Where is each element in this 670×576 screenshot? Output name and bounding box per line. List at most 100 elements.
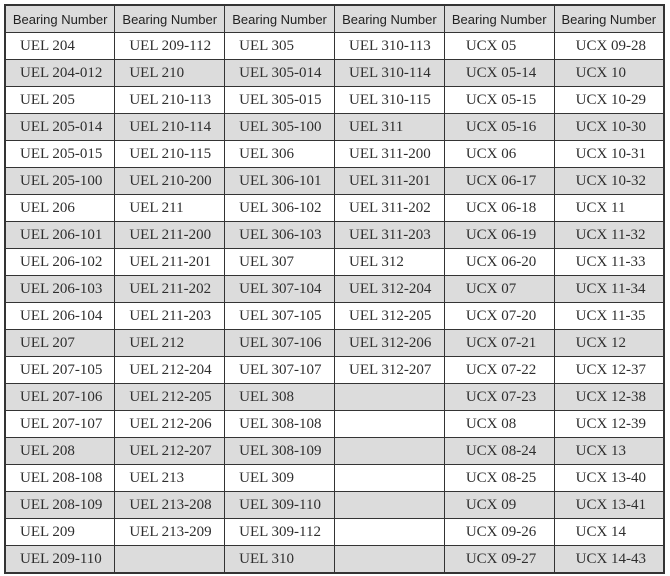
bearing-cell: UEL 306-101 xyxy=(224,167,335,195)
bearing-cell: UEL 209 xyxy=(4,518,116,546)
bearing-cell: UEL 311-202 xyxy=(333,194,445,222)
bearing-cell xyxy=(333,437,445,465)
bearing-cell: UCX 05-14 xyxy=(443,59,555,87)
bearing-cell: UEL 207-107 xyxy=(4,410,116,438)
table-row: UEL 205-014 UEL 210-114 UEL 305-100 UEL 311… xyxy=(4,113,665,141)
table-row: UEL 204-012 UEL 210 UEL 305-014 UEL 310-114… xyxy=(4,59,665,87)
bearing-cell: UCX 11-35 xyxy=(553,302,665,330)
table-row: UEL 208-109 UEL 213-208 UEL 309-110 UCX 09 U… xyxy=(4,491,665,519)
table-row: UEL 205-015 UEL 210-115 UEL 306 UEL 311-200… xyxy=(4,140,665,168)
bearing-cell: UCX 12-37 xyxy=(553,356,665,384)
bearing-cell: UCX 07 xyxy=(443,275,555,303)
bearing-cell: UCX 13-40 xyxy=(553,464,665,492)
bearing-cell xyxy=(333,491,445,519)
table-row: UEL 207-107 UEL 212-206 UEL 308-108 UCX 08 U… xyxy=(4,410,665,438)
bearing-cell: UCX 07-22 xyxy=(443,356,555,384)
bearing-cell: UCX 11-34 xyxy=(553,275,665,303)
bearing-cell: UEL 206 xyxy=(4,194,116,222)
table-row: UEL 206-102 UEL 211-201 UEL 307 UEL 312 UCX … xyxy=(4,248,665,276)
bearing-cell: UEL 307 xyxy=(224,248,335,276)
bearing-cell: UEL 208-109 xyxy=(4,491,116,519)
bearing-cell: UEL 311-203 xyxy=(333,221,445,249)
table-row: UEL 206-101 UEL 211-200 UEL 306-103 UEL 311… xyxy=(4,221,665,249)
bearing-cell: UEL 206-102 xyxy=(4,248,116,276)
bearing-cell: UCX 07-23 xyxy=(443,383,555,411)
bearing-cell: UCX 10-29 xyxy=(553,86,665,114)
bearing-cell: UEL 209-110 xyxy=(4,545,116,574)
bearing-cell: UEL 308 xyxy=(224,383,335,411)
table-row: UEL 207-106 UEL 212-205 UEL 308 UCX 07-23 UC… xyxy=(4,383,665,411)
bearing-cell: UEL 307-107 xyxy=(224,356,335,384)
bearing-cell: UCX 10-30 xyxy=(553,113,665,141)
bearing-cell: UEL 211-200 xyxy=(114,221,226,249)
table-row: UEL 208-108 UEL 213 UEL 309 UCX 08-25 UCX 13… xyxy=(4,464,665,492)
bearing-cell: UEL 308-108 xyxy=(224,410,335,438)
bearing-cell: UEL 212 xyxy=(114,329,226,357)
bearing-cell: UEL 306 xyxy=(224,140,335,168)
bearing-cell: UCX 11-32 xyxy=(553,221,665,249)
column-header-3: Bearing Number xyxy=(224,4,335,33)
bearing-cell: UEL 211-203 xyxy=(114,302,226,330)
bearing-cell: UEL 309-112 xyxy=(224,518,335,546)
column-header-5: Bearing Number xyxy=(443,4,555,33)
bearing-cell: UEL 205-100 xyxy=(4,167,116,195)
table-row: UEL 209-110 UEL 310 UCX 09-27 UCX 14-43 xyxy=(4,545,665,574)
table-row: UEL 205 UEL 210-113 UEL 305-015 UEL 310-115… xyxy=(4,86,665,114)
bearing-cell: UEL 211-201 xyxy=(114,248,226,276)
bearing-cell: UCX 13 xyxy=(553,437,665,465)
bearing-cell: UEL 305-100 xyxy=(224,113,335,141)
bearing-cell: UCX 10 xyxy=(553,59,665,87)
table-row: UEL 206 UEL 211 UEL 306-102 UEL 311-202 UCX … xyxy=(4,194,665,222)
bearing-cell: UEL 207 xyxy=(4,329,116,357)
bearing-cell: UCX 11 xyxy=(553,194,665,222)
bearing-cell: UEL 309 xyxy=(224,464,335,492)
bearing-cell: UCX 09 xyxy=(443,491,555,519)
bearing-cell: UCX 08 xyxy=(443,410,555,438)
bearing-cell: UEL 311-201 xyxy=(333,167,445,195)
table-body: UEL 204 UEL 209-112 UEL 305 UEL 310-113 UCX … xyxy=(4,32,665,574)
bearing-cell: UCX 10-31 xyxy=(553,140,665,168)
bearing-cell: UEL 305-014 xyxy=(224,59,335,87)
bearing-cell: UCX 12 xyxy=(553,329,665,357)
bearing-cell: UCX 06-18 xyxy=(443,194,555,222)
table-header-row: Bearing Number Bearing Number Bearing Numb… xyxy=(4,4,665,33)
column-header-2: Bearing Number xyxy=(114,4,226,33)
bearing-cell: UEL 208 xyxy=(4,437,116,465)
table-row: UEL 208 UEL 212-207 UEL 308-109 UCX 08-24 UC… xyxy=(4,437,665,465)
table-row: UEL 204 UEL 209-112 UEL 305 UEL 310-113 UCX … xyxy=(4,32,665,60)
bearing-cell: UCX 12-38 xyxy=(553,383,665,411)
bearing-cell xyxy=(333,518,445,546)
bearing-cell: UEL 311-200 xyxy=(333,140,445,168)
bearing-cell: UEL 212-206 xyxy=(114,410,226,438)
bearing-cell: UEL 206-101 xyxy=(4,221,116,249)
bearing-cell: UEL 205-015 xyxy=(4,140,116,168)
bearing-cell: UEL 213-209 xyxy=(114,518,226,546)
header-row: Bearing Number Bearing Number Bearing Numb… xyxy=(4,4,665,33)
bearing-cell: UEL 210-114 xyxy=(114,113,226,141)
column-header-4: Bearing Number xyxy=(333,4,445,33)
bearing-cell: UEL 305 xyxy=(224,32,335,60)
bearing-cell: UEL 211 xyxy=(114,194,226,222)
bearing-cell: UEL 209-112 xyxy=(114,32,226,60)
table-row: UEL 206-104 UEL 211-203 UEL 307-105 UEL 312… xyxy=(4,302,665,330)
bearing-cell: UCX 12-39 xyxy=(553,410,665,438)
bearing-cell: UEL 306-102 xyxy=(224,194,335,222)
bearing-cell: UCX 09-27 xyxy=(443,545,555,574)
bearing-cell: UEL 206-104 xyxy=(4,302,116,330)
bearing-cell xyxy=(333,410,445,438)
bearing-cell: UCX 07-21 xyxy=(443,329,555,357)
bearing-cell: UEL 307-105 xyxy=(224,302,335,330)
bearing-cell: UEL 312-204 xyxy=(333,275,445,303)
bearing-cell: UEL 312-205 xyxy=(333,302,445,330)
bearing-cell: UCX 10-32 xyxy=(553,167,665,195)
bearing-cell: UEL 310 xyxy=(224,545,335,574)
bearing-cell: UCX 08-24 xyxy=(443,437,555,465)
bearing-cell: UCX 08-25 xyxy=(443,464,555,492)
bearing-cell: UEL 212-207 xyxy=(114,437,226,465)
bearing-cell: UEL 213-208 xyxy=(114,491,226,519)
bearing-cell: UEL 210-113 xyxy=(114,86,226,114)
bearing-cell: UEL 207-106 xyxy=(4,383,116,411)
bearing-cell: UEL 212-205 xyxy=(114,383,226,411)
bearing-cell: UEL 308-109 xyxy=(224,437,335,465)
bearing-cell: UEL 213 xyxy=(114,464,226,492)
